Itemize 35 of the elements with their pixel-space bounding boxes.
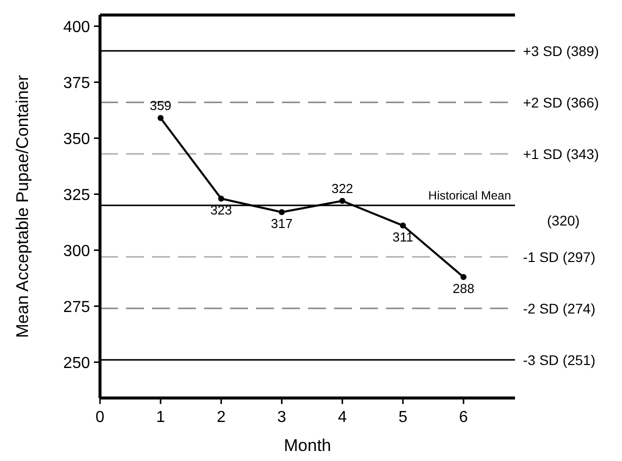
y-tick-label: 275 — [63, 299, 90, 316]
y-tick-label: 325 — [63, 187, 90, 204]
data-label: 359 — [150, 98, 172, 114]
data-label: 311 — [392, 230, 414, 245]
y-tick-label: 400 — [63, 19, 90, 36]
ref-line-label: -2 SD (274) — [523, 300, 596, 316]
x-tick-label: 3 — [277, 409, 286, 426]
point — [460, 274, 467, 280]
y-tick-label: 250 — [63, 355, 90, 372]
ref-line-label: +3 SD (389) — [523, 42, 599, 59]
y-axis-title: Mean Acceptable Pupae/Container — [13, 74, 32, 338]
ref-line-label: -1 SD (297) — [523, 248, 596, 265]
ref-line-label: +1 SD (343) — [523, 146, 599, 162]
point — [339, 198, 346, 204]
data-label: 317 — [270, 216, 293, 232]
point — [218, 196, 224, 202]
x-axis-title: Month — [284, 436, 332, 455]
ref-line-label: +2 SD (366) — [523, 94, 599, 110]
x-tick-label: 1 — [156, 409, 166, 426]
point — [158, 115, 164, 122]
y-tick-label: 350 — [63, 131, 90, 148]
point — [400, 222, 406, 229]
x-tick-label: 6 — [459, 409, 468, 426]
x-tick-label: 5 — [398, 409, 408, 426]
data-label: 288 — [452, 281, 474, 296]
ref-line-label: -3 SD (251) — [523, 352, 596, 368]
ref-line-label: Historical Mean — [428, 188, 511, 202]
y-tick-label: 300 — [63, 243, 90, 260]
text: (320) — [547, 212, 580, 228]
x-tick-label: 4 — [338, 409, 347, 426]
x-tick-label: 0 — [96, 409, 105, 426]
point — [278, 209, 285, 216]
x-tick-label: 2 — [216, 409, 226, 426]
data-label: 322 — [331, 180, 354, 196]
y-tick-label: 375 — [63, 75, 90, 92]
